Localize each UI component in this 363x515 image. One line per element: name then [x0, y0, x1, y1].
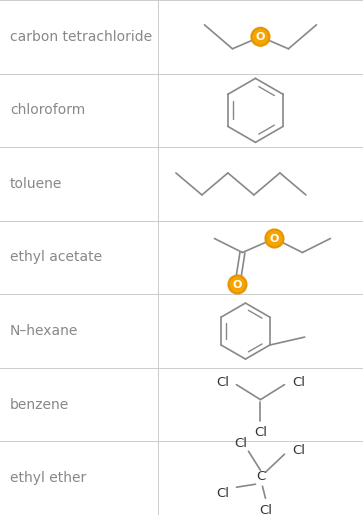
Text: toluene: toluene [10, 177, 62, 191]
Text: Cl: Cl [216, 487, 229, 500]
Text: ethyl acetate: ethyl acetate [10, 250, 102, 265]
Text: O: O [233, 280, 242, 289]
Text: benzene: benzene [10, 398, 69, 411]
Text: Cl: Cl [234, 437, 247, 450]
Text: N–hexane: N–hexane [10, 324, 78, 338]
Circle shape [265, 230, 284, 248]
Circle shape [228, 276, 246, 294]
Text: C: C [256, 470, 265, 483]
Text: Cl: Cl [259, 504, 272, 515]
Text: carbon tetrachloride: carbon tetrachloride [10, 30, 152, 44]
Text: ethyl ether: ethyl ether [10, 471, 86, 485]
Text: Cl: Cl [292, 444, 305, 457]
Text: O: O [270, 233, 279, 244]
Text: Cl: Cl [292, 376, 305, 389]
Text: Cl: Cl [254, 426, 267, 439]
Text: chloroform: chloroform [10, 104, 85, 117]
Text: Cl: Cl [216, 376, 229, 389]
Circle shape [252, 28, 269, 46]
Text: O: O [256, 32, 265, 42]
